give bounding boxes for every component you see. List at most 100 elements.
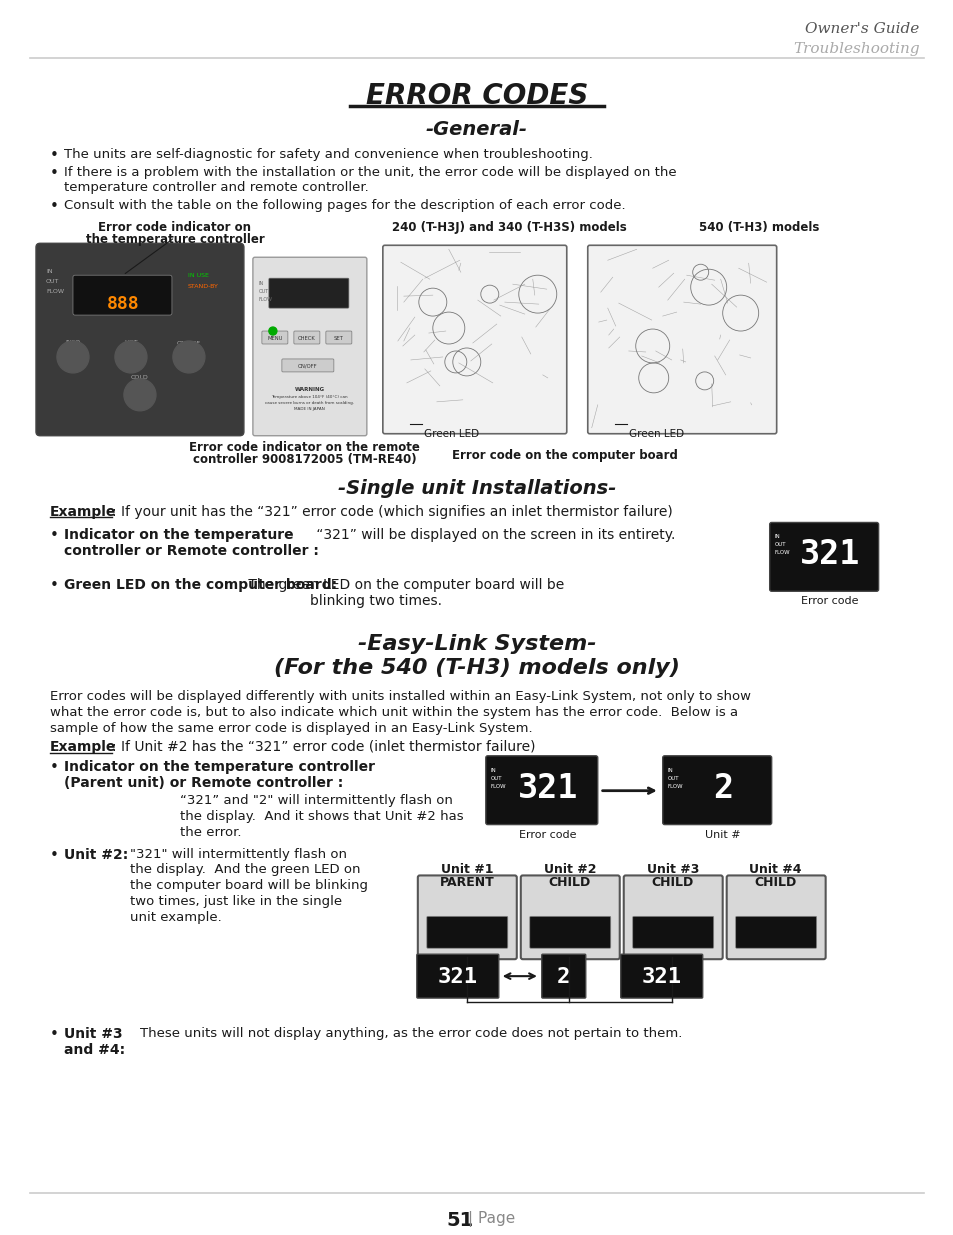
- Circle shape: [57, 341, 89, 373]
- Text: Green LED: Green LED: [423, 429, 478, 438]
- Text: SET: SET: [334, 336, 343, 341]
- Text: Indicator on the temperature controller: Indicator on the temperature controller: [64, 760, 375, 774]
- Text: Error code: Error code: [801, 597, 858, 606]
- Text: 51: 51: [446, 1212, 473, 1230]
- Text: FLOW: FLOW: [667, 784, 682, 789]
- FancyBboxPatch shape: [735, 916, 816, 948]
- Circle shape: [114, 341, 147, 373]
- FancyBboxPatch shape: [726, 876, 824, 960]
- Text: ERROR CODES: ERROR CODES: [365, 82, 587, 110]
- Text: IN USE: IN USE: [188, 273, 209, 278]
- Text: "321" will intermittently flash on: "321" will intermittently flash on: [130, 847, 347, 861]
- Text: These units will not display anything, as the error code does not pertain to the: These units will not display anything, a…: [140, 1028, 681, 1040]
- Text: IN: IN: [258, 282, 264, 287]
- Text: 888: 888: [107, 295, 139, 314]
- Text: IN: IN: [46, 269, 52, 274]
- Text: •: •: [50, 165, 59, 180]
- Text: •: •: [50, 199, 59, 215]
- Text: FLOW: FLOW: [774, 551, 789, 556]
- Text: the display.  And the green LED on: the display. And the green LED on: [130, 863, 360, 877]
- Text: •: •: [50, 1028, 59, 1042]
- Text: cause severe burns or death from scalding.: cause severe burns or death from scaldin…: [265, 401, 354, 405]
- Text: what the error code is, but to also indicate which unit within the system has th: what the error code is, but to also indi…: [50, 706, 738, 719]
- Text: OUT: OUT: [774, 542, 785, 547]
- FancyBboxPatch shape: [281, 359, 334, 372]
- Text: 540 (T-H3) models: 540 (T-H3) models: [699, 221, 819, 235]
- Text: If there is a problem with the installation or the unit, the error code will be : If there is a problem with the installat…: [64, 165, 676, 179]
- FancyBboxPatch shape: [417, 876, 517, 960]
- FancyBboxPatch shape: [632, 916, 713, 948]
- FancyBboxPatch shape: [294, 331, 319, 345]
- Text: Unit #1: Unit #1: [440, 863, 493, 877]
- FancyBboxPatch shape: [520, 876, 619, 960]
- Text: •: •: [50, 529, 59, 543]
- Text: Temperature above 104°F (40°C) can: Temperature above 104°F (40°C) can: [272, 395, 348, 399]
- Text: the error.: the error.: [180, 825, 241, 839]
- Text: controller or Remote controller :: controller or Remote controller :: [64, 545, 318, 558]
- Text: controller 9008172005 (TM-RE40): controller 9008172005 (TM-RE40): [193, 453, 416, 466]
- Text: INFO: INFO: [65, 340, 80, 345]
- Text: MADE IN JAPAN: MADE IN JAPAN: [294, 406, 325, 411]
- Text: Unit #3: Unit #3: [64, 1028, 123, 1041]
- Text: 2: 2: [712, 772, 732, 805]
- FancyBboxPatch shape: [485, 756, 598, 825]
- Text: •: •: [50, 578, 59, 593]
- Text: OUT: OUT: [490, 776, 502, 781]
- Text: Unit #2: Unit #2: [543, 863, 596, 877]
- Text: Error codes will be displayed differently with units installed within an Easy-Li: Error codes will be displayed differentl…: [50, 690, 750, 703]
- Text: 321: 321: [517, 772, 578, 805]
- Text: CHECK: CHECK: [297, 336, 315, 341]
- Text: Unit #3: Unit #3: [646, 863, 699, 877]
- Text: FLOW: FLOW: [490, 784, 506, 789]
- Text: | Page: | Page: [467, 1212, 515, 1228]
- FancyBboxPatch shape: [426, 916, 507, 948]
- FancyBboxPatch shape: [529, 916, 610, 948]
- Text: Error code indicator on the remote: Error code indicator on the remote: [190, 441, 420, 453]
- Circle shape: [269, 327, 276, 335]
- Text: •: •: [50, 147, 59, 163]
- Text: •: •: [50, 847, 59, 862]
- Text: Consult with the table on the following pages for the description of each error : Consult with the table on the following …: [64, 199, 625, 212]
- FancyBboxPatch shape: [326, 331, 352, 345]
- Text: Green LED: Green LED: [628, 429, 683, 438]
- Text: 2: 2: [557, 967, 570, 987]
- Text: IN: IN: [490, 768, 496, 773]
- Text: : If your unit has the “321” error code (which signifies an inlet thermistor fai: : If your unit has the “321” error code …: [112, 505, 672, 519]
- Text: unit example.: unit example.: [130, 911, 221, 924]
- Text: the display.  And it shows that Unit #2 has: the display. And it shows that Unit #2 h…: [180, 810, 463, 823]
- FancyBboxPatch shape: [269, 278, 349, 308]
- Text: Unit #4: Unit #4: [749, 863, 801, 877]
- Text: IN: IN: [774, 535, 780, 540]
- Text: -Easy-Link System-: -Easy-Link System-: [357, 634, 596, 655]
- Text: OUT: OUT: [46, 279, 59, 284]
- Text: (Parent unit) or Remote controller :: (Parent unit) or Remote controller :: [64, 776, 343, 789]
- Text: 321: 321: [437, 967, 477, 987]
- Text: FLOW: FLOW: [258, 298, 273, 303]
- Text: temperature controller and remote controller.: temperature controller and remote contro…: [64, 182, 369, 194]
- Text: Unit #: Unit #: [704, 830, 740, 840]
- Text: CHILD: CHILD: [651, 877, 693, 889]
- FancyBboxPatch shape: [262, 331, 288, 345]
- Text: WARNING: WARNING: [294, 387, 325, 391]
- Text: The units are self-diagnostic for safety and convenience when troubleshooting.: The units are self-diagnostic for safety…: [64, 147, 592, 161]
- Text: Example: Example: [50, 505, 116, 519]
- Text: OUT: OUT: [258, 289, 269, 294]
- FancyBboxPatch shape: [662, 756, 771, 825]
- Circle shape: [172, 341, 205, 373]
- Text: two times, just like in the single: two times, just like in the single: [130, 895, 342, 909]
- Text: -General-: -General-: [425, 120, 527, 138]
- Text: “321” will be displayed on the screen in its entirety.: “321” will be displayed on the screen in…: [312, 529, 675, 542]
- Text: sample of how the same error code is displayed in an Easy-Link System.: sample of how the same error code is dis…: [50, 722, 532, 735]
- FancyBboxPatch shape: [382, 246, 566, 433]
- Text: CHILD: CHILD: [754, 877, 796, 889]
- Text: IN: IN: [667, 768, 673, 773]
- FancyBboxPatch shape: [587, 246, 776, 433]
- Text: the computer board will be blinking: the computer board will be blinking: [130, 879, 368, 893]
- Text: blinking two times.: blinking two times.: [310, 594, 441, 609]
- Text: The green LED on the computer board will be: The green LED on the computer board will…: [244, 578, 563, 593]
- Text: 321: 321: [799, 538, 859, 572]
- FancyBboxPatch shape: [541, 955, 585, 998]
- FancyBboxPatch shape: [623, 876, 722, 960]
- Text: FLOW: FLOW: [46, 289, 64, 294]
- Text: : If Unit #2 has the “321” error code (inlet thermistor failure): : If Unit #2 has the “321” error code (i…: [112, 740, 535, 753]
